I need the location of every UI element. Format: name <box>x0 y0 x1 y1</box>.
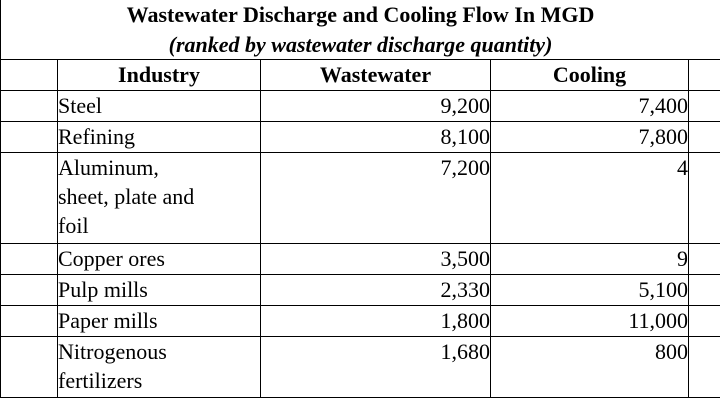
industry-line: foil <box>58 213 89 238</box>
table-row: Aluminum, sheet, plate and foil 7,200 4 <box>0 152 720 244</box>
header-row: Industry Wastewater Cooling <box>0 59 720 91</box>
table-row: Refining 8,100 7,800 <box>0 121 720 153</box>
empty-cell[interactable] <box>0 336 58 398</box>
wastewater-cell[interactable]: 1,800 <box>260 305 491 337</box>
cooling-cell[interactable]: 7,400 <box>490 90 689 122</box>
empty-cell[interactable] <box>687 274 720 306</box>
cooling-cell[interactable]: 11,000 <box>490 305 689 337</box>
empty-cell[interactable] <box>0 243 58 275</box>
empty-cell[interactable] <box>0 59 58 91</box>
empty-cell[interactable] <box>0 152 58 244</box>
industry-line: sheet, plate and <box>58 184 195 209</box>
empty-cell[interactable] <box>687 336 720 398</box>
table-row: Nitrogenous fertilizers 1,680 800 <box>0 336 720 398</box>
header-industry[interactable]: Industry <box>57 59 261 91</box>
wastewater-cell[interactable]: 9,200 <box>260 90 491 122</box>
table-row: Steel 9,200 7,400 <box>0 90 720 122</box>
table-row: Pulp mills 2,330 5,100 <box>0 274 720 306</box>
cooling-cell[interactable]: 800 <box>490 336 689 398</box>
industry-cell[interactable]: Paper mills <box>57 305 261 337</box>
empty-cell[interactable] <box>0 121 58 153</box>
wastewater-cell[interactable]: 8,100 <box>260 121 491 153</box>
table-row: Copper ores 3,500 9 <box>0 243 720 275</box>
industry-cell[interactable]: Refining <box>57 121 261 153</box>
empty-cell[interactable] <box>687 243 720 275</box>
header-cooling[interactable]: Cooling <box>490 59 689 91</box>
table-subtitle: (ranked by wastewater discharge quantity… <box>0 30 720 60</box>
industry-line: fertilizers <box>58 368 143 393</box>
cooling-cell[interactable]: 5,100 <box>490 274 689 306</box>
title-row: Wastewater Discharge and Cooling Flow In… <box>0 0 720 30</box>
industry-line: Nitrogenous <box>58 339 167 364</box>
empty-cell[interactable] <box>0 274 58 306</box>
empty-cell[interactable] <box>0 90 58 122</box>
industry-cell[interactable]: Steel <box>57 90 261 122</box>
cooling-cell[interactable]: 9 <box>490 243 689 275</box>
header-wastewater[interactable]: Wastewater <box>260 59 491 91</box>
industry-cell[interactable]: Nitrogenous fertilizers <box>57 336 261 398</box>
empty-cell[interactable] <box>687 121 720 153</box>
empty-cell[interactable] <box>687 90 720 122</box>
industry-line: Aluminum, <box>58 155 159 180</box>
table-row: Paper mills 1,800 11,000 <box>0 305 720 337</box>
wastewater-cell[interactable]: 1,680 <box>260 336 491 398</box>
empty-cell[interactable] <box>687 59 720 91</box>
cooling-cell[interactable]: 7,800 <box>490 121 689 153</box>
wastewater-cell[interactable]: 2,330 <box>260 274 491 306</box>
empty-cell[interactable] <box>687 305 720 337</box>
wastewater-cell[interactable]: 3,500 <box>260 243 491 275</box>
empty-cell[interactable] <box>687 152 720 244</box>
empty-cell[interactable] <box>0 305 58 337</box>
industry-cell[interactable]: Aluminum, sheet, plate and foil <box>57 152 261 244</box>
industry-cell[interactable]: Copper ores <box>57 243 261 275</box>
industry-cell[interactable]: Pulp mills <box>57 274 261 306</box>
cooling-cell[interactable]: 4 <box>490 152 689 244</box>
subtitle-row: (ranked by wastewater discharge quantity… <box>0 30 720 60</box>
table-title: Wastewater Discharge and Cooling Flow In… <box>0 0 720 30</box>
wastewater-cell[interactable]: 7,200 <box>260 152 491 244</box>
